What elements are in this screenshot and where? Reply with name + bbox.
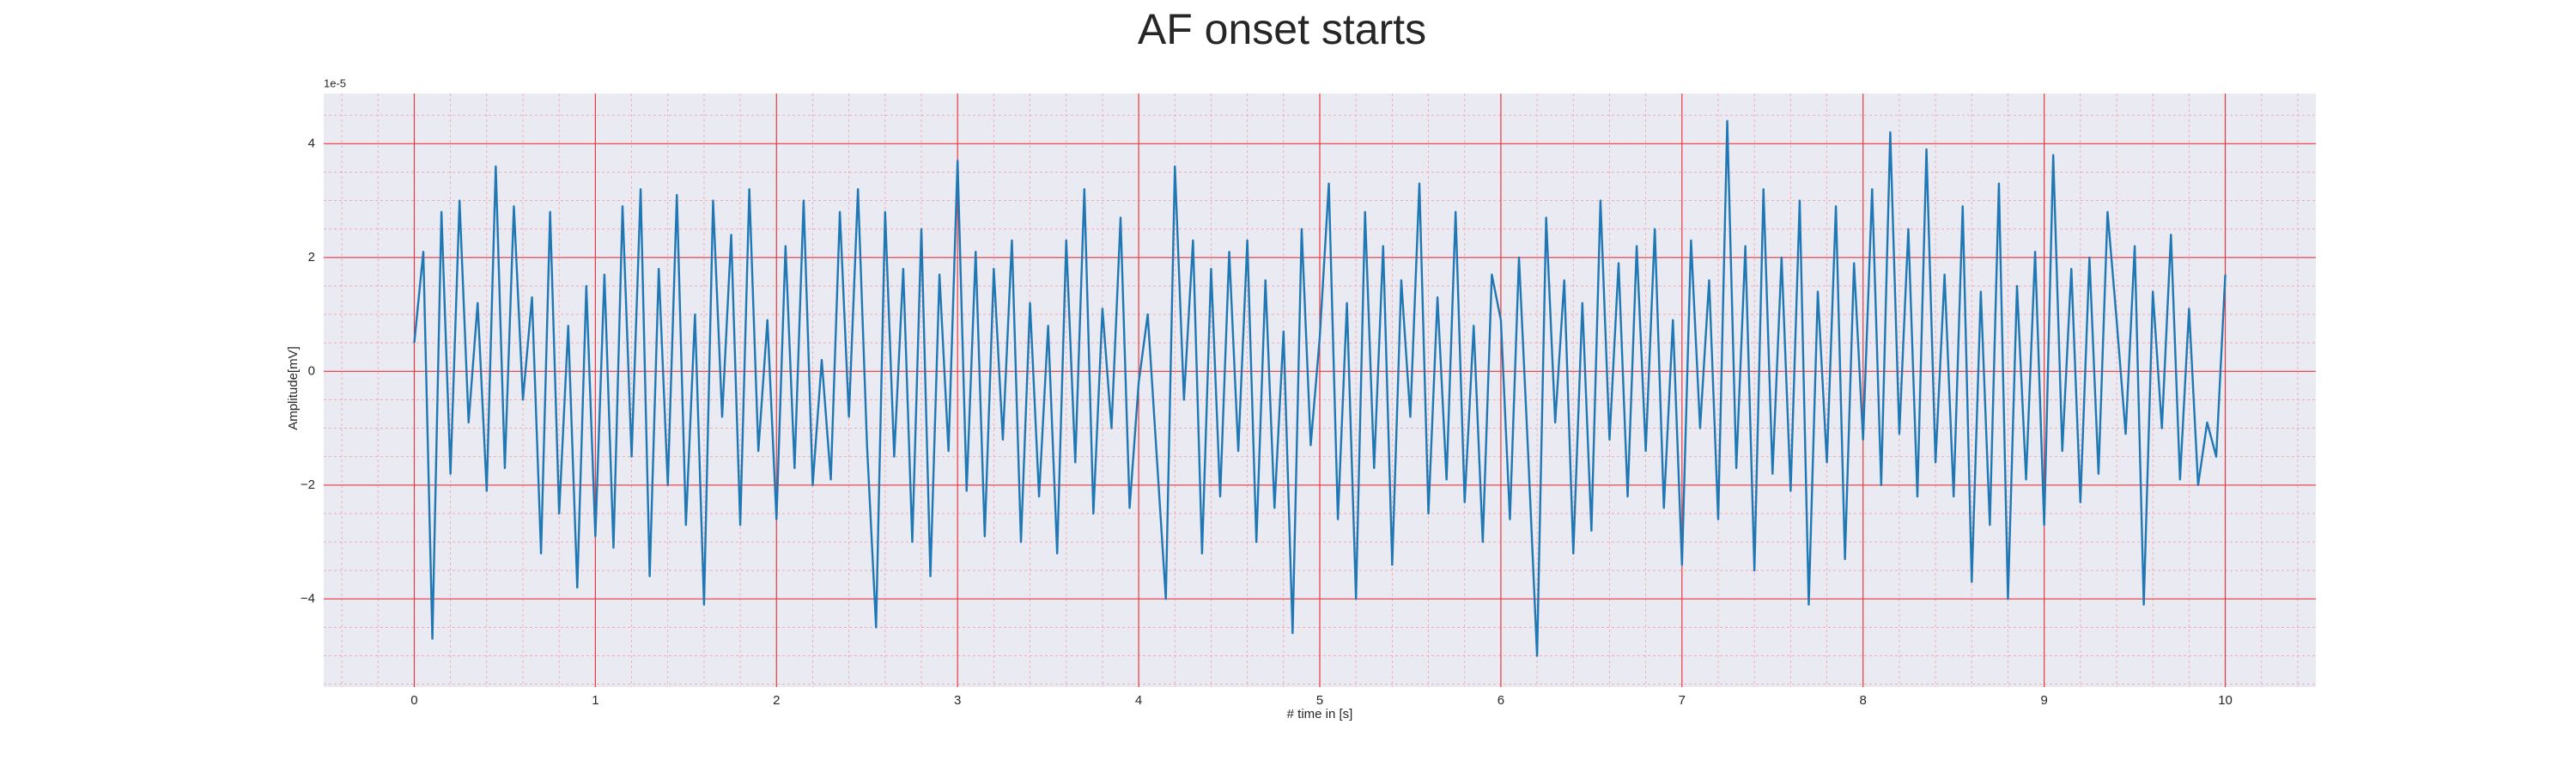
x-tick-label: 1: [592, 693, 598, 708]
x-tick-label: 9: [2040, 693, 2047, 708]
x-tick-label: 8: [1860, 693, 1867, 708]
x-tick-label: 0: [410, 693, 417, 708]
y-tick-label: −4: [301, 591, 315, 606]
x-tick-label: 10: [2218, 693, 2233, 708]
x-tick-label: 6: [1498, 693, 1504, 708]
lines: [413, 119, 2227, 657]
x-tick-label: 5: [1316, 693, 1323, 708]
x-tick-label: 2: [773, 693, 780, 708]
chart-title: AF onset starts: [1138, 5, 1426, 53]
y-tick-label: 4: [308, 136, 315, 150]
x-tick-label: 4: [1135, 693, 1142, 708]
y-offset-label: 1e-5: [324, 76, 346, 89]
y-tick-label: −2: [301, 478, 315, 492]
x-tick-label: 3: [954, 693, 961, 708]
x-tick-label: 7: [1679, 693, 1686, 708]
y-tick-label: 0: [308, 363, 315, 378]
data-line: [413, 119, 2227, 657]
y-axis-label: Amplitude[mV]: [286, 346, 301, 430]
x-axis-label: # time in [s]: [1287, 707, 1353, 721]
y-tick-label: 2: [308, 250, 315, 265]
